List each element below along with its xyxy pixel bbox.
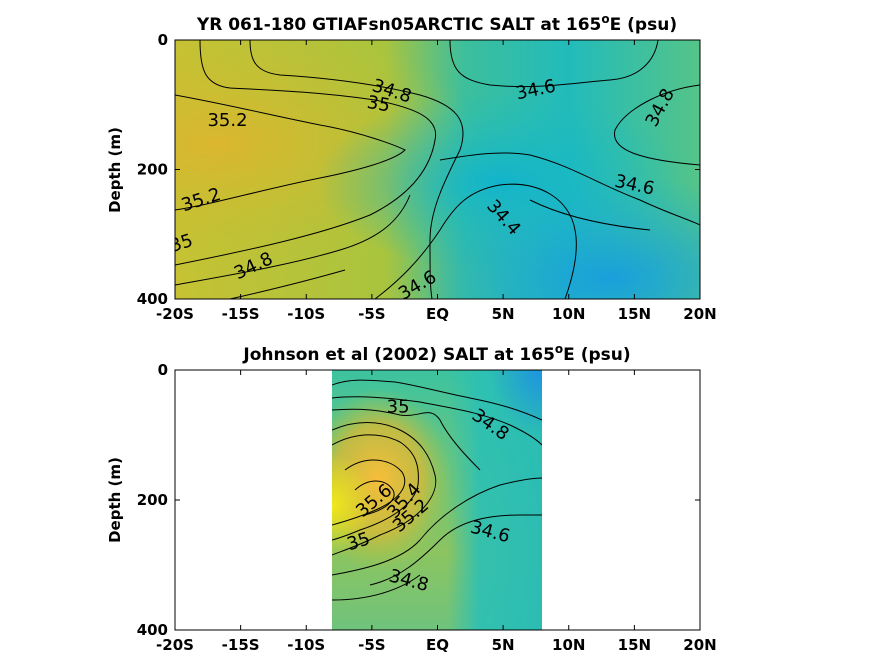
contour-line: [332, 574, 421, 601]
contour-line: [175, 94, 406, 211]
panel-bottom-contours: [332, 379, 542, 601]
panel-top-title-tail: E (psu): [610, 15, 677, 35]
contour-line: [229, 269, 346, 299]
panel-bottom-title-tail: E (psu): [563, 345, 630, 365]
x-tick-label: -5S: [358, 305, 385, 323]
contour-line: [332, 396, 542, 446]
panel-bottom-ylabel: Depth (m): [106, 457, 124, 543]
contour-label: 35: [365, 92, 391, 117]
contour-line: [332, 434, 419, 541]
x-tick-label: -20S: [156, 636, 194, 654]
x-tick-label: 5N: [492, 305, 515, 323]
x-tick-label: -10S: [287, 305, 325, 323]
panel-top-ylabel: Depth (m): [106, 127, 124, 213]
panel-bottom-title-main: Johnson et al (2002) SALT at 165: [242, 345, 555, 365]
contour-line: [439, 152, 700, 226]
y-tick-label: 400: [137, 621, 168, 639]
contour-line: [332, 459, 406, 526]
panel-bottom: Johnson et al (2002) SALT at 165oE (psu)…: [106, 342, 717, 654]
panel-bottom-title: Johnson et al (2002) SALT at 165oE (psu): [242, 342, 630, 365]
y-tick-label: 400: [137, 290, 168, 308]
y-tick-label: 0: [158, 31, 168, 49]
x-tick-label: -10S: [287, 636, 325, 654]
contour-line: [354, 480, 395, 516]
y-tick-label: 200: [137, 161, 168, 179]
panel-bottom-title-sup: o: [555, 342, 563, 356]
contour-line: [374, 183, 577, 299]
contour-line: [175, 194, 411, 286]
x-tick-label: 10N: [552, 636, 585, 654]
panel-top: YR 061-180 GTIAFsn05ARCTIC SALT at 165oE…: [106, 12, 717, 323]
panel-top-title: YR 061-180 GTIAFsn05ARCTIC SALT at 165oE…: [196, 12, 677, 35]
contour-line: [332, 379, 542, 421]
y-tick-label: 200: [137, 491, 168, 509]
contour-line: [332, 477, 542, 576]
contour-line: [249, 40, 464, 299]
x-tick-label: 15N: [618, 636, 651, 654]
contour-label: 35: [167, 230, 195, 257]
x-tick-label: -15S: [222, 305, 260, 323]
contour-line: [449, 40, 659, 88]
contour-label: 35.2: [207, 110, 247, 131]
x-tick-label: 10N: [552, 305, 585, 323]
panel-top-title-sup: o: [601, 12, 609, 26]
x-tick-label: EQ: [426, 305, 449, 323]
panel-top-contours: [175, 40, 700, 299]
panel-top-title-main: YR 061-180 GTIAFsn05ARCTIC SALT at 165: [196, 15, 601, 35]
contour-line: [614, 84, 700, 166]
x-tick-label: -5S: [358, 636, 385, 654]
contour-label: 35: [387, 397, 410, 418]
contour-line: [529, 199, 651, 231]
contour-line: [332, 408, 481, 471]
x-tick-label: 5N: [492, 636, 515, 654]
x-tick-label: 20N: [683, 636, 716, 654]
x-tick-label: EQ: [426, 636, 449, 654]
panel-bottom-ticks: -20S -15S -10S -5S EQ 5N 10N 15N 20N 0 200 400: [137, 361, 717, 654]
x-tick-label: 15N: [618, 305, 651, 323]
y-tick-label: 0: [158, 361, 168, 379]
x-tick-label: -20S: [156, 305, 194, 323]
x-tick-label: 20N: [683, 305, 716, 323]
contour-line: [369, 514, 542, 586]
contour-line: [332, 422, 437, 556]
contour-line: [175, 40, 437, 266]
x-tick-label: -15S: [222, 636, 260, 654]
panel-top-ticks: -20S -15S -10S -5S EQ 5N 10N 15N 20N 0 200 400: [137, 31, 717, 323]
